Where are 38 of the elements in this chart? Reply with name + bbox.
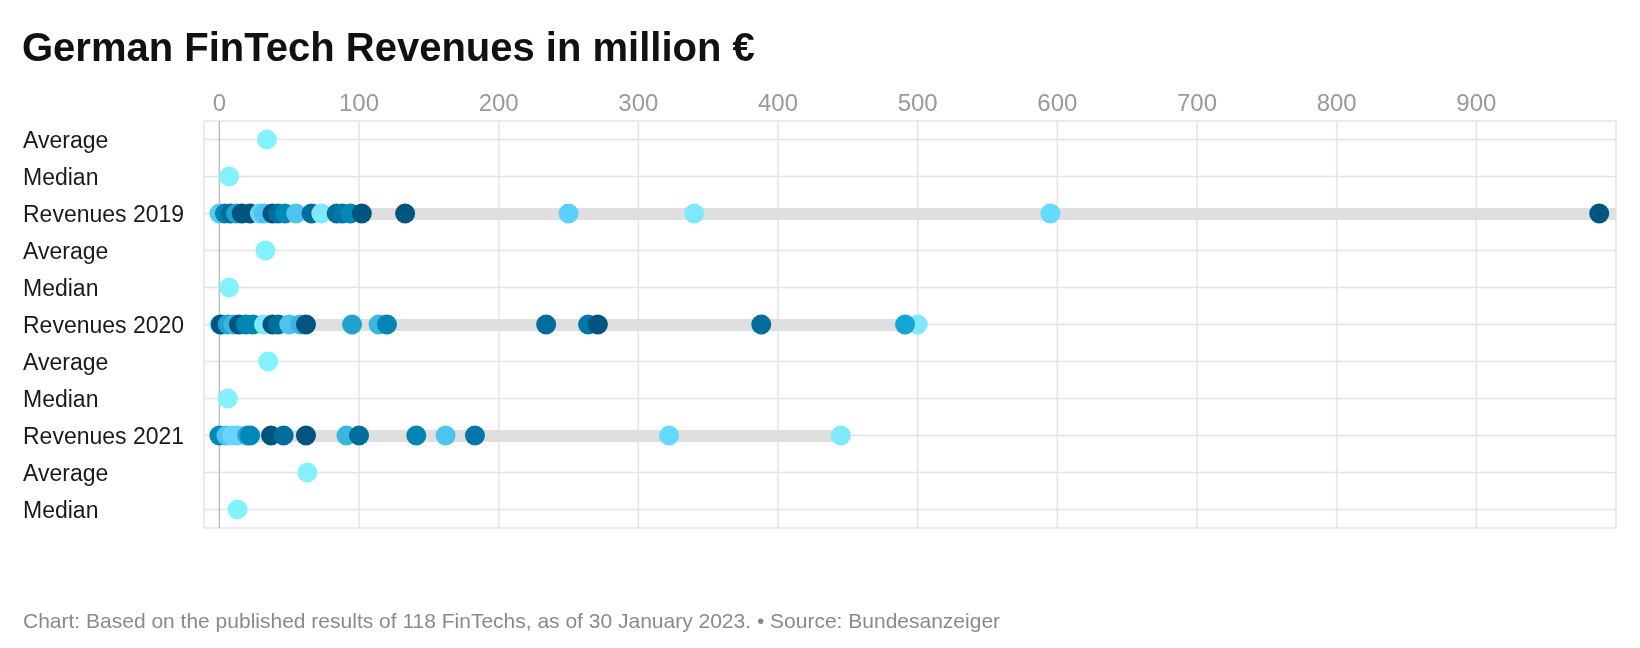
point: [227, 499, 248, 520]
y-tick-label: Revenues 2021: [23, 422, 185, 449]
point: [395, 203, 416, 224]
point: [255, 240, 276, 261]
text: Chart: Based on the published results of 118 FinTechs, as of 30 January 2023. • Source: Bundesanzeiger: [23, 608, 1001, 634]
x-tick-label: 800: [1316, 89, 1357, 116]
point: [587, 314, 608, 335]
y-tick-label: Average: [23, 459, 109, 486]
point: [684, 203, 705, 224]
point: [558, 203, 579, 224]
y-tick-label: Average: [23, 237, 109, 264]
y-tick-label: Median: [23, 274, 99, 301]
point: [295, 425, 316, 446]
point: [256, 129, 277, 150]
x-tick-label: 0: [212, 89, 227, 116]
y-tick-label: Median: [23, 163, 99, 190]
point: [217, 388, 238, 409]
y-tick-label: Revenues 2019: [23, 200, 185, 227]
x-tick-label: 300: [618, 89, 659, 116]
point: [1589, 203, 1610, 224]
y-tick-label: Median: [23, 385, 99, 412]
y-tick-label: Revenues 2020: [23, 311, 185, 338]
x-tick-label: 900: [1456, 89, 1497, 116]
point: [219, 166, 240, 187]
chart-title: German FinTech Revenues in million €: [22, 24, 755, 71]
point: [895, 314, 916, 335]
x-tick-label: 500: [897, 89, 938, 116]
x-tick-label: 700: [1176, 89, 1218, 116]
point: [258, 351, 279, 372]
y-tick-label: Average: [23, 126, 109, 153]
y-tick-label: Average: [23, 348, 109, 375]
x-tick-label: 600: [1037, 89, 1078, 116]
x-tick-label: 200: [478, 89, 519, 116]
point: [297, 462, 318, 483]
point: [219, 277, 240, 298]
x-tick-label: 400: [757, 89, 799, 116]
y-tick-label: Median: [23, 496, 99, 523]
x-tick-label: 100: [339, 89, 380, 116]
